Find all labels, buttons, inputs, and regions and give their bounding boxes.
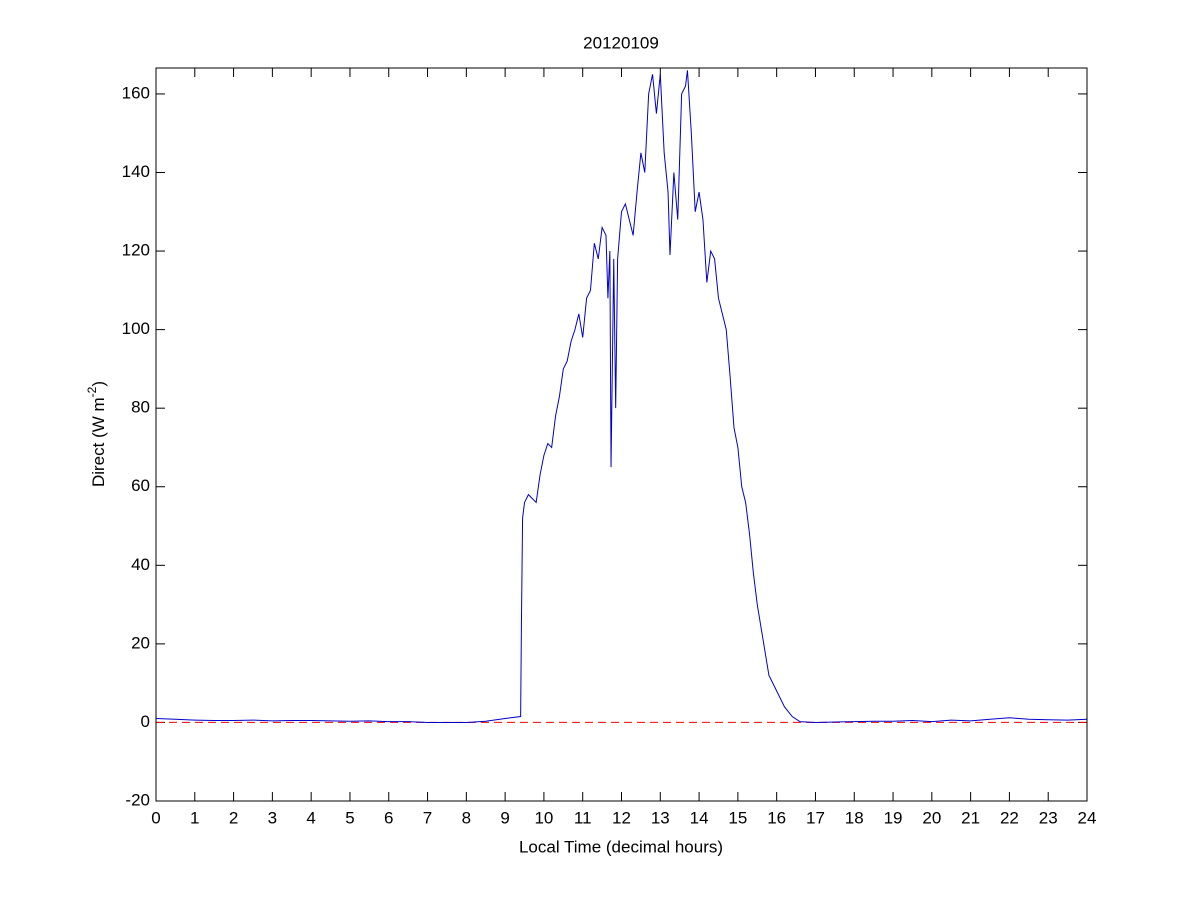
x-tick-label: 6 [384,808,393,827]
chart-title: 20120109 [583,33,659,52]
x-tick-label: 14 [690,808,709,827]
x-tick-label: 17 [806,808,825,827]
x-tick-label: 21 [961,808,980,827]
y-tick-label: 100 [122,319,150,338]
y-tick-label: 60 [131,476,150,495]
x-tick-label: 18 [845,808,864,827]
x-tick-label: 24 [1078,808,1097,827]
x-tick-label: 9 [500,808,509,827]
x-tick-label: 8 [462,808,471,827]
x-tick-label: 20 [922,808,941,827]
x-tick-label: 23 [1039,808,1058,827]
y-label-text: Direct (W m [89,397,108,487]
y-tick-label: 20 [131,633,150,652]
y-tick-label: 0 [141,712,150,731]
data-line [155,70,1088,723]
x-tick-label: 3 [268,808,277,827]
y-axis-label: Direct (W m-2) [85,381,108,487]
x-tick-label: 15 [728,808,747,827]
x-tick-label: 7 [423,808,432,827]
y-tick-label: 160 [122,83,150,102]
x-tick-label: 1 [190,808,199,827]
x-tick-label: 16 [767,808,786,827]
x-tick-label: 19 [884,808,903,827]
x-axis-label: Local Time (decimal hours) [519,837,723,856]
y-tick-label: 120 [122,241,150,260]
x-tick-label: 12 [612,808,631,827]
y-label-end: ) [89,381,108,387]
x-tick-label: 2 [229,808,238,827]
x-tick-label: 13 [651,808,670,827]
x-tick-label: 4 [306,808,315,827]
x-tick-label: 11 [574,808,592,827]
y-tick-label: -20 [125,790,150,809]
x-tick-label: 0 [151,808,160,827]
x-tick-label: 10 [534,808,553,827]
x-tick-label: 5 [345,808,354,827]
y-tick-label: 140 [122,162,150,181]
plot-frame [155,67,1088,802]
y-label-sup: -2 [85,386,99,397]
x-tick-label: 22 [1000,808,1019,827]
y-tick-label: 40 [131,555,150,574]
y-tick-label: 80 [131,398,150,417]
